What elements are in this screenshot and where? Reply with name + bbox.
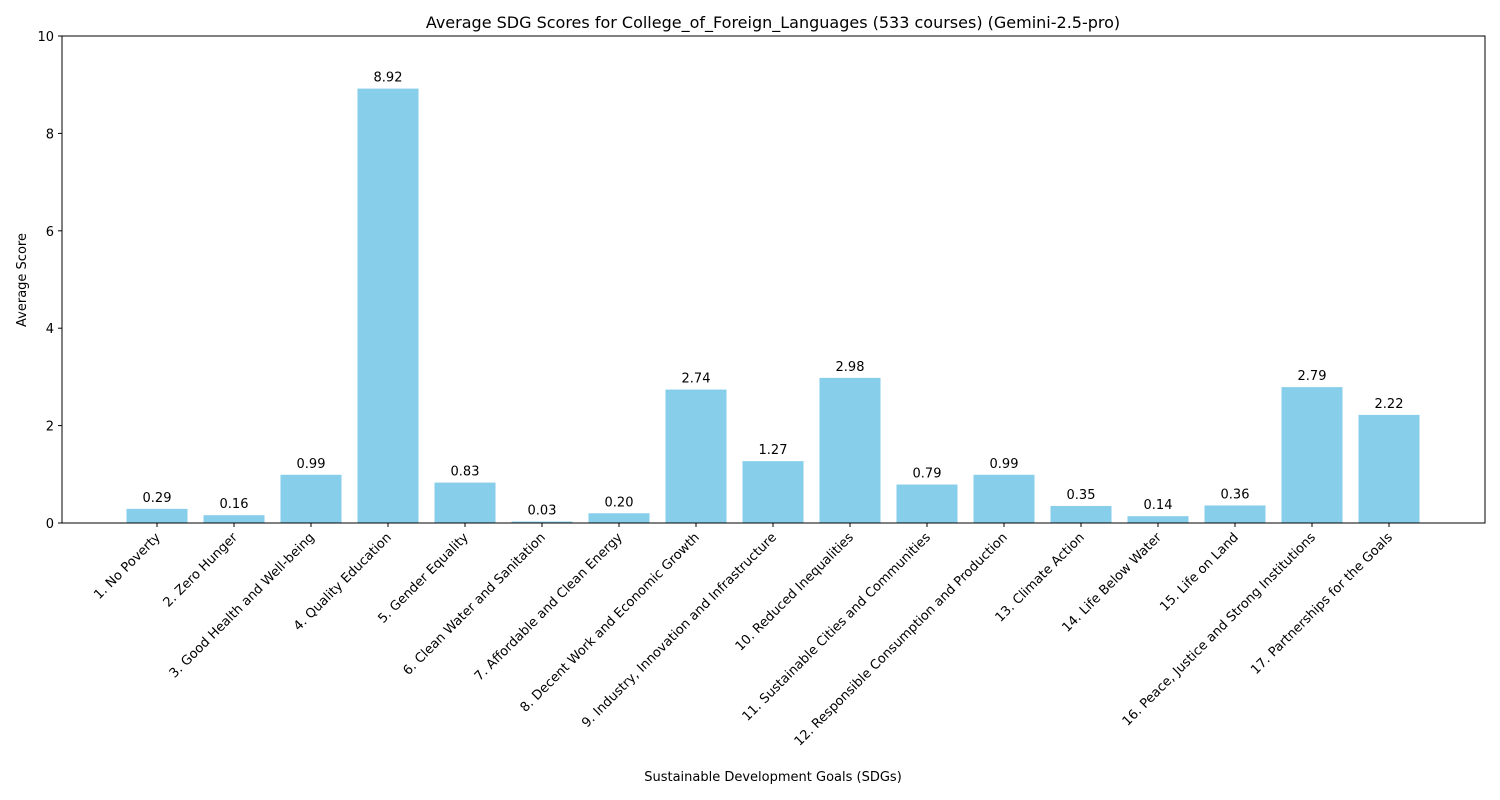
bar-value-label: 0.35: [1067, 488, 1096, 503]
bar-value-label: 0.20: [605, 495, 634, 510]
bar-value-label: 0.99: [297, 457, 326, 472]
y-tick-label: 4: [46, 322, 54, 337]
y-axis: 0 2 4 6 8 10: [37, 30, 62, 532]
bar: [896, 484, 958, 523]
x-tick-label: 17. Partnerships for the Goals: [1248, 530, 1396, 678]
bar: [742, 461, 804, 523]
x-tick-label: 8. Decent Work and Economic Growth: [518, 530, 703, 715]
bar-value-label: 0.83: [451, 465, 480, 480]
bar: [588, 513, 650, 523]
x-tick-label: 7. Affordable and Clean Energy: [472, 530, 626, 684]
bar-value-label: 8.92: [374, 71, 403, 86]
bar-value-label: 2.79: [1298, 369, 1327, 384]
y-tick-label: 6: [46, 225, 54, 240]
bar-value-label: 2.74: [682, 372, 711, 387]
bar-value-label: 1.27: [759, 443, 788, 458]
bar-value-label: 0.03: [528, 504, 557, 519]
bar-value-label: 0.36: [1221, 487, 1250, 502]
bar-value-label: 2.98: [836, 360, 865, 375]
plot-frame: [61, 35, 1486, 524]
x-axis-label: Sustainable Development Goals (SDGs): [644, 770, 902, 785]
bar-value-label: 0.29: [143, 491, 172, 506]
bar-value-label: 0.16: [220, 497, 249, 512]
bars-group: [126, 88, 1420, 523]
bar: [819, 377, 881, 523]
y-axis-label: Average Score: [15, 233, 30, 327]
bar: [1281, 387, 1343, 523]
bar: [511, 521, 573, 523]
y-tick-label: 0: [46, 517, 54, 532]
bar-value-label: 2.22: [1375, 397, 1404, 412]
bar: [973, 474, 1035, 523]
x-tick-label: 6. Clean Water and Sanitation: [401, 530, 549, 678]
y-tick-label: 2: [46, 420, 54, 435]
y-tick-label: 8: [46, 127, 54, 142]
data-labels-group: 0.29 0.16 0.99 8.92 0.83 0.03 0.20 2.74 1.27 2.98…: [143, 71, 1404, 519]
bar: [280, 474, 342, 523]
bar: [357, 88, 419, 523]
bar: [1358, 414, 1420, 523]
chart-title: Average SDG Scores for College_of_Foreig…: [426, 13, 1120, 33]
bar: [434, 482, 496, 523]
bar: [1127, 516, 1189, 523]
bar-value-label: 0.99: [990, 457, 1019, 472]
bar: [126, 508, 188, 523]
bar: [203, 515, 265, 523]
bar: [1204, 505, 1266, 523]
x-tick-label: 2. Zero Hunger: [161, 530, 242, 611]
x-tick-label: 3. Good Health and Well-being: [167, 530, 318, 681]
bar-value-label: 0.14: [1144, 498, 1173, 513]
bar-value-label: 0.79: [913, 467, 942, 482]
bar: [1050, 505, 1112, 523]
bar: [665, 389, 727, 523]
x-tick-label: 15. Life on Land: [1157, 530, 1241, 614]
x-tick-label: 1. No Poverty: [91, 530, 164, 603]
y-tick-label: 10: [37, 30, 54, 45]
